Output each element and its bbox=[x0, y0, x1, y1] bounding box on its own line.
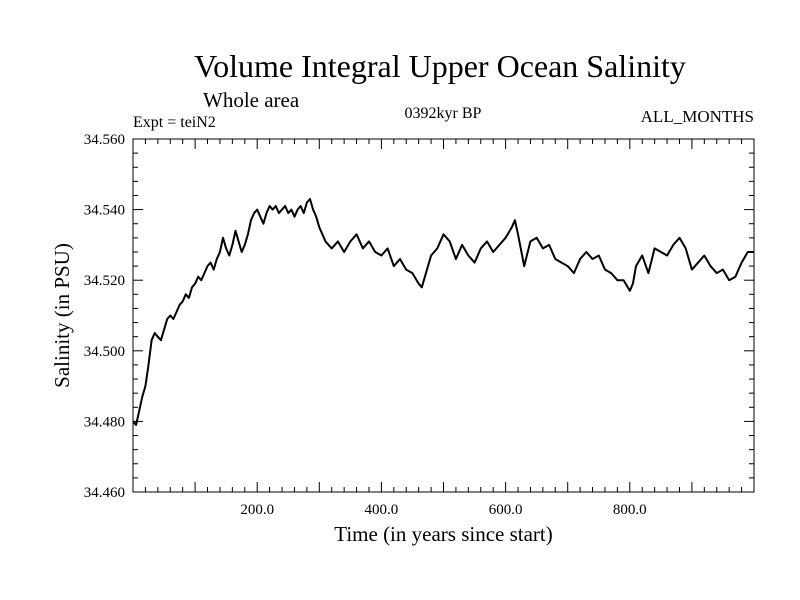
experiment-label: Expt = teiN2 bbox=[133, 114, 216, 131]
x-tick-label: 400.0 bbox=[365, 502, 399, 518]
y-tick-labels: 34.460 34.480 34.500 34.520 34.540 34.560 bbox=[84, 132, 125, 501]
y-tick-label: 34.540 bbox=[84, 203, 125, 219]
x-tick-label: 800.0 bbox=[613, 502, 647, 518]
x-axis-label: Time (in years since start) bbox=[334, 522, 553, 546]
axis-ticks bbox=[133, 139, 754, 492]
period-label: 0392kyr BP bbox=[404, 105, 482, 122]
salinity-series-line bbox=[132, 198, 754, 426]
y-tick-label: 34.460 bbox=[84, 485, 125, 501]
x-tick-label: 200.0 bbox=[240, 502, 274, 518]
y-tick-label: 34.480 bbox=[84, 414, 125, 430]
y-tick-label: 34.560 bbox=[84, 132, 125, 148]
x-tick-label: 600.0 bbox=[489, 502, 523, 518]
x-tick-labels: 200.0 400.0 600.0 800.0 bbox=[240, 502, 646, 518]
months-label: ALL_MONTHS bbox=[640, 107, 754, 126]
y-axis-label: Salinity (in PSU) bbox=[50, 243, 74, 388]
chart-title: Volume Integral Upper Ocean Salinity bbox=[194, 48, 686, 84]
y-tick-label: 34.520 bbox=[84, 273, 125, 289]
chart-subtitle: Whole area bbox=[203, 88, 300, 112]
plot-frame bbox=[132, 138, 755, 493]
y-tick-label: 34.500 bbox=[84, 344, 125, 360]
